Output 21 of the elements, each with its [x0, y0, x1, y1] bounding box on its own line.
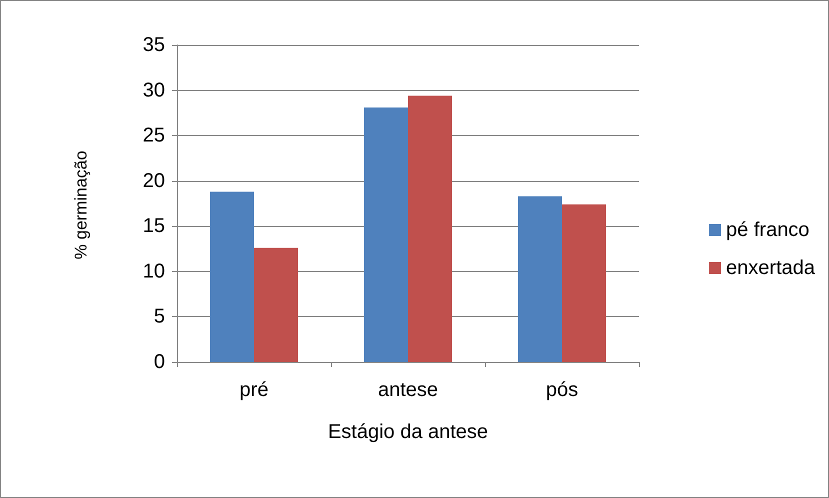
y-tick-label: 20 — [142, 170, 165, 192]
y-tick-label: 15 — [142, 215, 165, 238]
y-tick-label: 25 — [142, 124, 165, 147]
bar — [562, 204, 606, 362]
x-tick-label: pós — [546, 379, 578, 401]
bar — [254, 248, 298, 362]
x-tick-label: antese — [378, 379, 438, 401]
y-tick-label: 0 — [154, 351, 165, 373]
y-tick-label: 35 — [142, 34, 165, 56]
legend-label: enxertada — [726, 257, 816, 279]
bar — [408, 96, 452, 362]
bar — [518, 196, 562, 362]
legend-label: pé franco — [726, 219, 810, 241]
y-axis-title: % germinação — [72, 150, 90, 260]
y-tick-label: 5 — [154, 306, 165, 328]
x-axis-title: Estágio da antese — [328, 421, 488, 443]
bar — [364, 107, 408, 362]
bar — [210, 192, 254, 362]
y-tick-label: 10 — [142, 260, 165, 282]
y-tick-label: 30 — [142, 79, 165, 102]
x-tick-label: pré — [240, 379, 268, 401]
